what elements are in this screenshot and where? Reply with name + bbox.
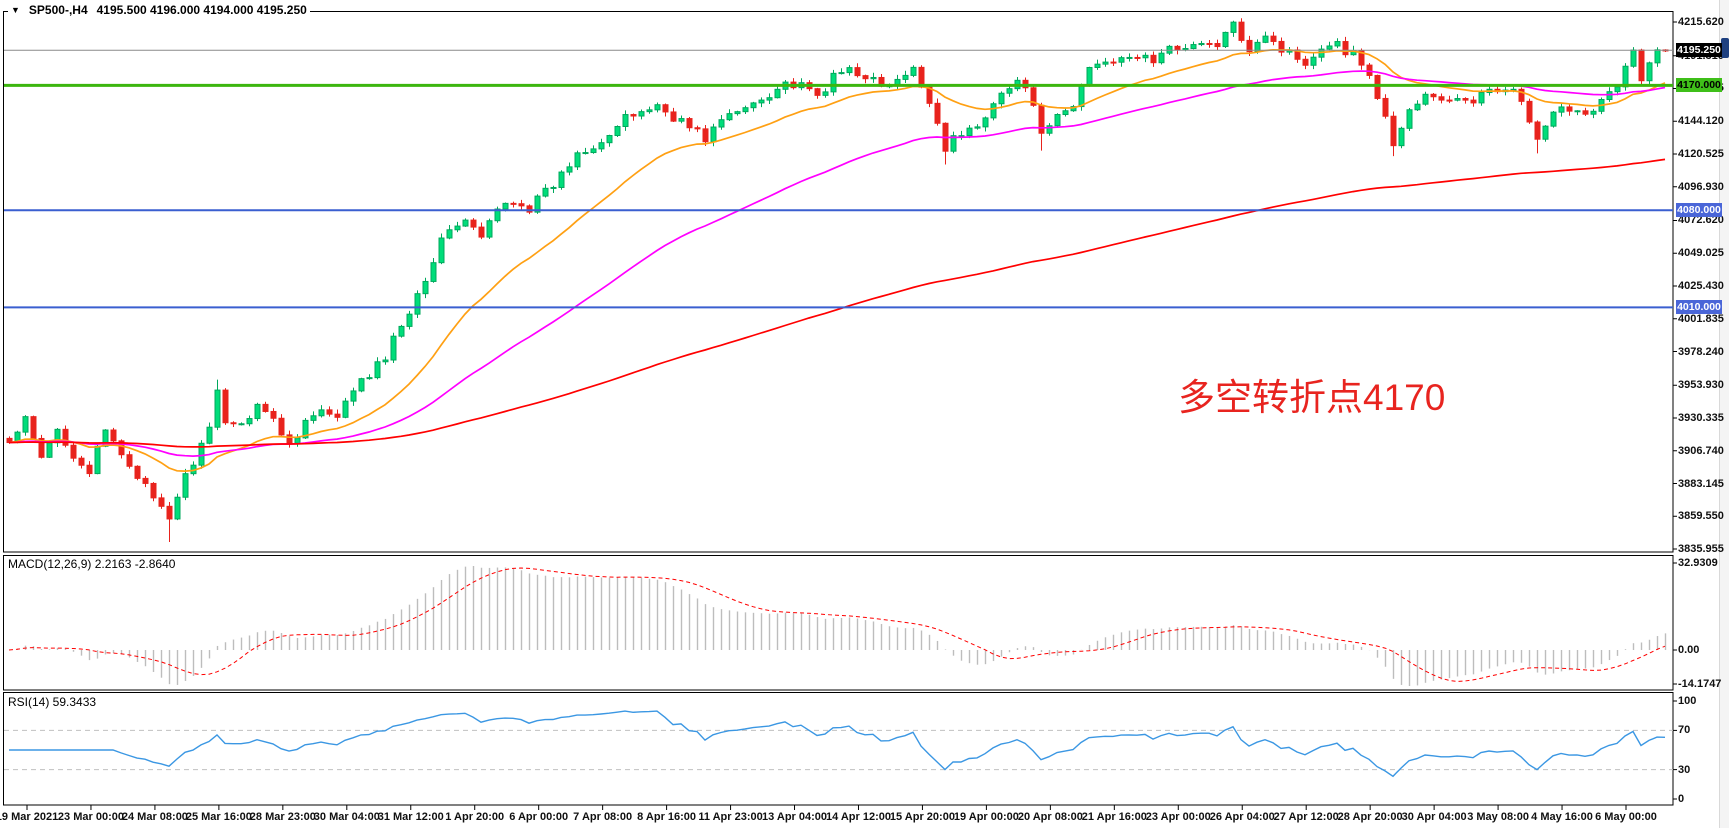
price-axis-label: 4215.620 (1678, 16, 1724, 28)
price-axis-label: 3835.955 (1678, 543, 1724, 555)
price-axis-label: 4072.620 (1678, 214, 1724, 227)
price-axis-label: 3930.335 (1678, 412, 1724, 424)
time-axis-label: 26 Apr 04:00 (1209, 811, 1275, 823)
right-scrollbar-thumb[interactable] (1721, 38, 1729, 58)
level-price-badge: 4170.000 (1676, 78, 1722, 93)
time-axis-label: 30 Mar 04:00 (313, 811, 380, 823)
time-axis-label: 23 Mar 00:00 (57, 811, 124, 823)
time-axis-label: 20 Apr 08:00 (1017, 811, 1083, 823)
time-axis-label: 31 Mar 12:00 (377, 811, 444, 823)
symbol-dropdown-icon[interactable]: ▼ (11, 5, 20, 15)
macd-indicator-label: MACD(12,26,9) 2.2163 -2.8640 (8, 557, 176, 571)
time-axis-label: 13 Apr 04:00 (762, 811, 828, 823)
time-axis-label: 1 Apr 20:00 (445, 811, 505, 823)
price-axis-label: 4096.930 (1678, 180, 1724, 193)
price-axis-label: 3859.550 (1678, 510, 1724, 523)
time-axis-label: 19 Apr 00:00 (953, 811, 1019, 823)
chart-header: ▼ SP500-,H4 4195.500 4196.000 4194.000 4… (8, 3, 310, 17)
time-axis-label: 8 Apr 16:00 (637, 811, 697, 823)
time-axis-label: 4 May 16:00 (1531, 811, 1593, 823)
rsi-axis-label: 0 (1678, 793, 1685, 805)
time-axis-label: 28 Mar 23:00 (249, 811, 316, 823)
price-axis-label: 3883.145 (1678, 477, 1724, 490)
time-axis-label: 6 Apr 00:00 (509, 811, 569, 823)
rsi-indicator-label: RSI(14) 59.3433 (8, 695, 97, 709)
time-axis-label: 14 Apr 12:00 (825, 811, 891, 823)
time-axis-label: 21 Apr 16:00 (1081, 811, 1147, 823)
symbol-title: SP500-,H4 (28, 3, 88, 17)
price-axis-label: 4025.430 (1678, 280, 1724, 292)
price-axis-label: 4144.120 (1678, 115, 1724, 128)
time-axis-label: 27 Apr 12:00 (1273, 811, 1339, 823)
price-axis-label: 3953.930 (1678, 379, 1724, 392)
time-axis-label: 11 Apr 23:00 (698, 811, 763, 823)
macd-axis-label: 32.9309 (1678, 557, 1718, 569)
level-price-badge: 4080.000 (1676, 203, 1722, 218)
price-axis-label: 3906.740 (1678, 444, 1724, 457)
macd-axis-label: 0.00 (1678, 644, 1700, 656)
macd-axis-label: -14.1747 (1678, 678, 1722, 690)
price-axis-label: 3978.240 (1678, 345, 1724, 358)
chart-text-annotation[interactable]: 多空转折点4170 (1178, 377, 1446, 418)
time-axis-label: 6 May 00:00 (1595, 811, 1657, 823)
quote-ohlc-text: 4195.500 4196.000 4194.000 4195.250 (96, 3, 307, 17)
rsi-axis-label: 100 (1678, 695, 1697, 707)
time-axis-label: 19 Mar 2021 (0, 811, 59, 823)
time-axis-label: 23 Apr 00:00 (1145, 811, 1211, 823)
time-axis-label: 3 May 08:00 (1467, 811, 1529, 823)
right-scrollbar-track[interactable] (1719, 0, 1729, 828)
rsi-axis-label: 30 (1678, 763, 1691, 776)
current-price-badge: 4195.250 (1676, 43, 1722, 58)
time-axis-label: 24 Mar 08:00 (121, 811, 188, 823)
time-axis-label: 28 Apr 20:00 (1337, 811, 1403, 823)
level-price-badge: 4010.000 (1676, 300, 1722, 315)
price-axis-label: 4001.835 (1678, 312, 1724, 325)
price-axis-label: 4120.525 (1678, 148, 1724, 160)
time-axis-label: 7 Apr 08:00 (573, 811, 633, 823)
time-axis-label: 30 Apr 04:00 (1401, 811, 1467, 823)
time-axis-label: 25 Mar 16:00 (185, 811, 252, 823)
time-axis-label: 15 Apr 20:00 (889, 811, 955, 823)
price-axis-label: 4049.025 (1678, 247, 1724, 260)
rsi-axis-label: 70 (1678, 724, 1691, 737)
